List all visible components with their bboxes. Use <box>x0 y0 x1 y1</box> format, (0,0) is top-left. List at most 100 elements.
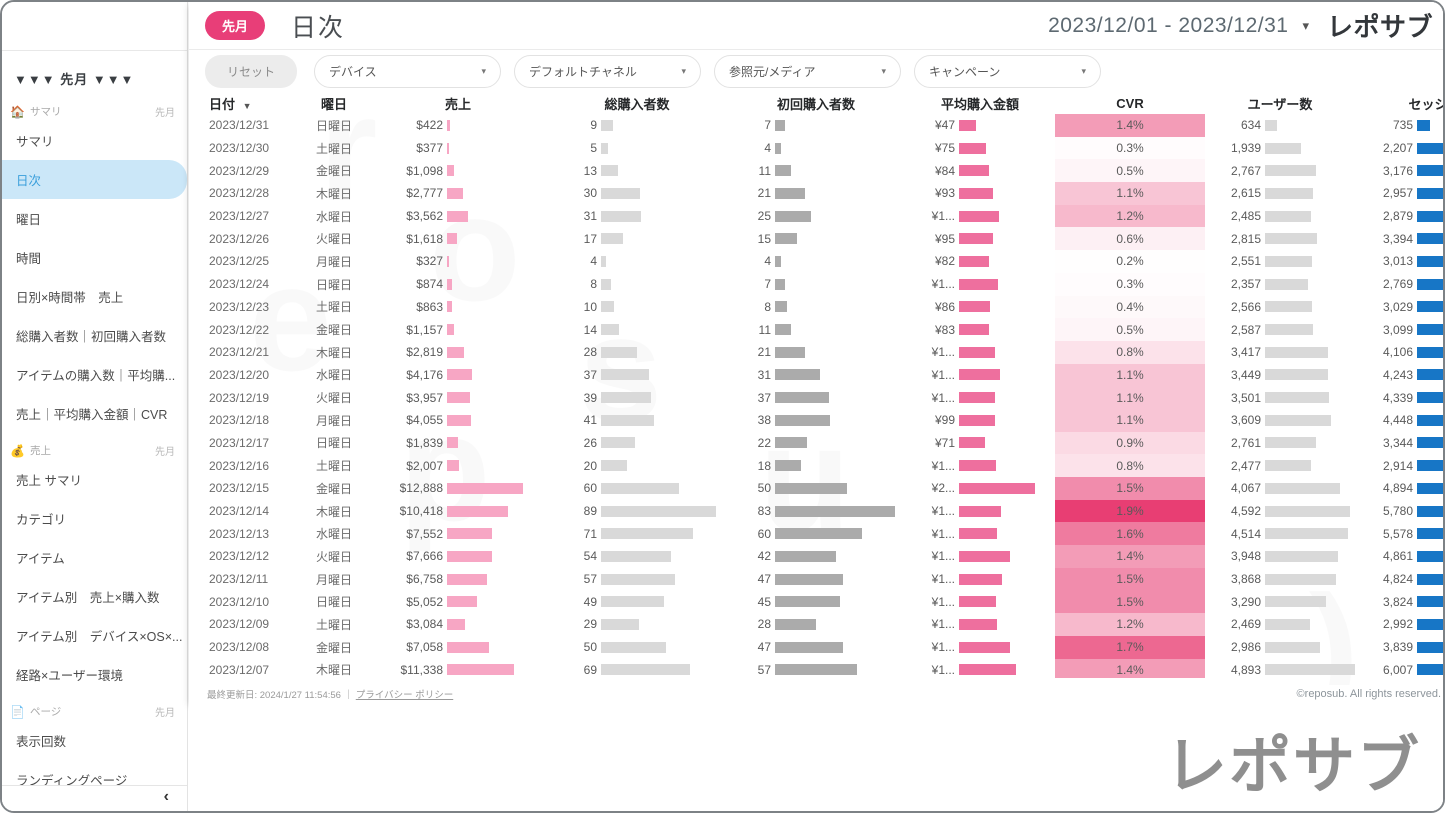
table-row[interactable]: 2023/12/12 火曜日 $7,666 54 42 ¥1... 1.4% 3… <box>207 545 1443 568</box>
table-row[interactable]: 2023/12/10 日曜日 $5,052 49 45 ¥1... 1.5% 3… <box>207 590 1443 614</box>
avg-bar <box>959 210 1055 222</box>
avg-purchase-value: ¥75 <box>934 141 955 156</box>
table-row[interactable]: 2023/12/07 木曜日 $11,338 69 57 ¥1... 1.4% … <box>207 658 1443 678</box>
sidebar-collapse-button[interactable]: ‹ <box>2 785 187 811</box>
table-row[interactable]: 2023/12/09 土曜日 $3,084 29 28 ¥1... 1.2% 2… <box>207 613 1443 636</box>
sidebar-item[interactable]: ランディングページ <box>16 774 128 788</box>
sidebar-item[interactable]: アイテム <box>16 552 65 566</box>
sales-value: $863 <box>416 299 443 314</box>
table-row[interactable]: 2023/12/19 火曜日 $3,957 39 37 ¥1... 1.1% 3… <box>207 386 1443 409</box>
column-header[interactable]: 平均購入金額 <box>940 96 1019 112</box>
table-row[interactable]: 2023/12/13 水曜日 $7,552 71 60 ¥1... 1.6% 4… <box>207 522 1443 546</box>
table-row[interactable]: 2023/12/27 水曜日 $3,562 31 25 ¥1... 1.2% 2… <box>207 204 1443 228</box>
chevron-left-icon[interactable]: ‹ <box>163 788 169 805</box>
sidebar-item[interactable]: 売上｜平均購入金額｜CVR <box>16 408 168 422</box>
sidebar-item[interactable]: カテゴリ <box>16 513 67 527</box>
users-bar <box>1265 301 1355 313</box>
sidebar-item[interactable]: 時間 <box>16 252 42 266</box>
users-value: 2,761 <box>1230 435 1261 450</box>
table-row[interactable]: 2023/12/22 金曜日 $1,157 14 11 ¥83 0.5% 2,5… <box>207 318 1443 341</box>
total-purchasers-value: 50 <box>583 640 597 655</box>
brand-logo-large: レポサブ <box>1164 732 1421 801</box>
filter-dropdown[interactable]: デバイス ▾ <box>314 54 502 88</box>
sidebar-item[interactable]: 総購入者数｜初回購入者数 <box>16 330 167 344</box>
sidebar-item[interactable]: アイテム別 デバイス×OS×... <box>16 630 183 644</box>
column-header[interactable]: 総購入者数 <box>604 96 670 112</box>
sidebar-item[interactable]: 売上 サマリ <box>16 474 82 488</box>
filter-dropdown[interactable]: キャンペーン ▾ <box>914 54 1102 88</box>
privacy-policy-link[interactable]: プライバシー ポリシー <box>355 689 454 701</box>
sessions-bar <box>1417 528 1443 540</box>
first-purchasers-value: 25 <box>757 209 771 224</box>
sort-desc-icon[interactable]: ▼ <box>242 100 252 111</box>
table-row[interactable]: 2023/12/30 土曜日 $377 5 4 ¥75 0.3% 1,939 2… <box>207 136 1443 160</box>
column-header[interactable]: 日付 ▼ <box>209 96 252 112</box>
column-header[interactable]: ユーザー数 <box>1247 96 1313 112</box>
table-row[interactable]: 2023/12/28 木曜日 $2,777 30 21 ¥93 1.1% 2,6… <box>207 182 1443 205</box>
cvr-cell: 1.5% <box>1055 567 1205 591</box>
first-purchasers-value: 60 <box>757 526 771 541</box>
sidebar-section-period: 先月 <box>155 108 175 119</box>
table-row[interactable]: 2023/12/14 木曜日 $10,418 89 83 ¥1... 1.9% … <box>207 499 1443 523</box>
table-row[interactable]: 2023/12/21 木曜日 $2,819 28 21 ¥1... 0.8% 3… <box>207 340 1443 364</box>
table-row[interactable]: 2023/12/20 水曜日 $4,176 37 31 ¥1... 1.1% 3… <box>207 363 1443 387</box>
sidebar-item[interactable]: アイテムの購入数｜平均購... <box>16 369 176 383</box>
date-cell: 2023/12/22 <box>209 322 270 337</box>
column-header[interactable]: セッション <box>1408 96 1443 112</box>
avg-purchase-value: ¥1... <box>931 526 955 541</box>
chevron-down-icon[interactable]: ▾ <box>1302 17 1309 33</box>
table-row[interactable]: 2023/12/18 月曜日 $4,055 41 38 ¥99 1.1% 3,6… <box>207 408 1443 432</box>
sidebar-item[interactable]: 日次 <box>2 160 187 199</box>
column-header[interactable]: CVR <box>1116 95 1144 111</box>
date-range-picker[interactable]: 2023/12/01 - 2023/12/31 <box>1048 13 1289 37</box>
column-header[interactable]: 初回購入者数 <box>776 96 855 112</box>
table-row[interactable]: 2023/12/31 日曜日 $422 9 7 ¥47 1.4% 634 735 <box>207 114 1443 137</box>
table-row[interactable]: 2023/12/29 金曜日 $1,098 13 11 ¥84 0.5% 2,7… <box>207 159 1443 183</box>
sidebar-top-gap <box>2 2 187 51</box>
date-cell: 2023/12/11 <box>209 572 269 587</box>
date-cell: 2023/12/19 <box>209 390 270 405</box>
filter-dropdown[interactable]: デフォルトチャネル ▾ <box>514 54 702 88</box>
table-row[interactable]: 2023/12/15 金曜日 $12,888 60 50 ¥2... 1.5% … <box>207 477 1443 500</box>
sales-value: $7,058 <box>406 640 443 655</box>
card-header: 先月 日次 2023/12/01 - 2023/12/31 ▾ レポサブ <box>189 2 1443 50</box>
cvr-cell: 0.6% <box>1055 227 1205 251</box>
first-bar <box>775 346 905 358</box>
sidebar-item[interactable]: サマリ <box>16 135 54 149</box>
total-purchasers-value: 4 <box>590 254 597 269</box>
total-purchasers-value: 89 <box>583 504 597 519</box>
total-bar <box>601 573 727 585</box>
sales-value: $4,176 <box>406 367 443 382</box>
table-row[interactable]: 2023/12/25 月曜日 $327 4 4 ¥82 0.2% 2,551 3… <box>207 250 1443 273</box>
chevron-down-icon: ▾ <box>881 65 887 76</box>
table-row[interactable]: 2023/12/08 金曜日 $7,058 50 47 ¥1... 1.7% 2… <box>207 635 1443 659</box>
avg-purchase-value: ¥1... <box>931 390 955 405</box>
table-row[interactable]: 2023/12/24 日曜日 $874 8 7 ¥1... 0.3% 2,357… <box>207 272 1443 296</box>
avg-bar <box>959 369 1055 381</box>
sidebar-item[interactable]: 表示回数 <box>16 735 67 749</box>
table-row[interactable]: 2023/12/16 土曜日 $2,007 20 18 ¥1... 0.8% 2… <box>207 454 1443 477</box>
column-header[interactable]: 売上 <box>444 96 471 112</box>
table-row[interactable]: 2023/12/17 日曜日 $1,839 26 22 ¥71 0.9% 2,7… <box>207 431 1443 455</box>
table-row[interactable]: 2023/12/11 月曜日 $6,758 57 47 ¥1... 1.5% 3… <box>207 567 1443 591</box>
sales-value: $2,777 <box>406 186 443 201</box>
table-row[interactable]: 2023/12/26 火曜日 $1,618 17 15 ¥95 0.6% 2,8… <box>207 227 1443 251</box>
sidebar-item[interactable]: 経路×ユーザー環境 <box>16 669 124 683</box>
weekday-cell: 金曜日 <box>315 640 352 655</box>
filter-dropdown[interactable]: 参照元/メディア ▾ <box>714 54 902 88</box>
sales-bar <box>447 119 547 131</box>
reset-button[interactable]: リセット <box>205 54 298 88</box>
period-badge[interactable]: 先月 <box>205 11 266 40</box>
sidebar-section-header: 💰 売上 先月 <box>2 433 187 460</box>
sidebar-item[interactable]: 日別×時間帯 売上 <box>16 291 124 305</box>
column-header[interactable]: 曜日 <box>320 96 347 112</box>
filter-bar: リセット デバイス ▾ デフォルトチャネル ▾ 参照元/メディア ▾ キャンペーン ▾ <box>189 50 1443 92</box>
sessions-value: 2,992 <box>1382 617 1413 632</box>
sessions-bar <box>1417 664 1443 676</box>
sessions-bar <box>1417 573 1443 585</box>
sidebar-item[interactable]: アイテム別 売上×購入数 <box>16 591 160 605</box>
sales-bar <box>447 528 547 540</box>
weekday-cell: 日曜日 <box>315 595 352 610</box>
table-row[interactable]: 2023/12/23 土曜日 $863 10 8 ¥86 0.4% 2,566 … <box>207 295 1443 319</box>
sidebar-item[interactable]: 曜日 <box>16 213 42 227</box>
